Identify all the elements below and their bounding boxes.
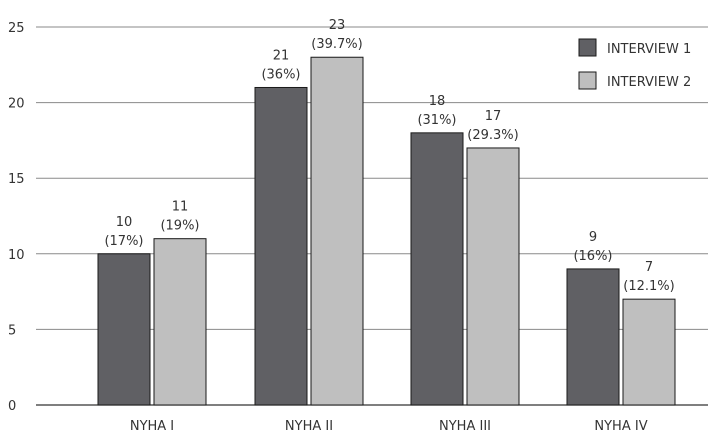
y-tick-label: 25 <box>8 21 25 36</box>
bar-value-label: 7 <box>645 260 653 275</box>
legend-swatch <box>578 38 597 57</box>
bar-percent-label: (29.3%) <box>467 128 518 143</box>
y-tick-label: 20 <box>8 97 25 112</box>
bar-percent-label: (16%) <box>573 249 612 264</box>
bars <box>97 56 676 406</box>
bar-value-label: 18 <box>429 94 446 109</box>
x-category-label: NYHA II <box>285 419 333 434</box>
bar <box>153 238 207 406</box>
legend-label: INTERVIEW 2 <box>607 75 691 90</box>
bar-value-label: 23 <box>329 18 346 33</box>
bar-value-label: 9 <box>589 230 597 245</box>
bar <box>97 253 151 406</box>
bar-percent-label: (39.7%) <box>311 37 362 52</box>
y-tick-label: 0 <box>8 399 16 414</box>
bar-percent-label: (17%) <box>104 234 143 249</box>
bar-value-label: 11 <box>172 200 189 215</box>
bar <box>310 56 364 406</box>
bar-percent-label: (19%) <box>160 219 199 234</box>
bar-value-label: 17 <box>485 109 502 124</box>
bar <box>466 147 520 406</box>
bar-percent-label: (12.1%) <box>623 279 674 294</box>
bar-percent-label: (36%) <box>261 67 300 82</box>
y-axis-ticks: 0 5 10 15 20 25 <box>8 21 25 414</box>
bar <box>410 132 464 406</box>
legend: INTERVIEW 1 INTERVIEW 2 <box>578 38 691 90</box>
y-tick-label: 5 <box>8 323 16 338</box>
legend-label: INTERVIEW 1 <box>607 42 691 57</box>
y-tick-label: 15 <box>8 172 25 187</box>
bar-value-label: 21 <box>273 48 290 63</box>
bar-percent-label: (31%) <box>417 113 456 128</box>
bar-labels: 10 (17%) 21 (36%) 18 (31%) 9 (16%) 11 (19%) 23 (39.… <box>104 18 674 294</box>
legend-swatch <box>578 71 597 90</box>
bar-value-label: 10 <box>116 215 133 230</box>
bar <box>622 298 676 406</box>
x-axis-categories: NYHA I NYHA II NYHA III NYHA IV <box>130 419 648 434</box>
x-category-label: NYHA I <box>130 419 174 434</box>
y-tick-label: 10 <box>8 248 25 263</box>
x-category-label: NYHA III <box>439 419 491 434</box>
bar <box>566 268 620 406</box>
bar <box>254 86 308 406</box>
x-category-label: NYHA IV <box>594 419 647 434</box>
